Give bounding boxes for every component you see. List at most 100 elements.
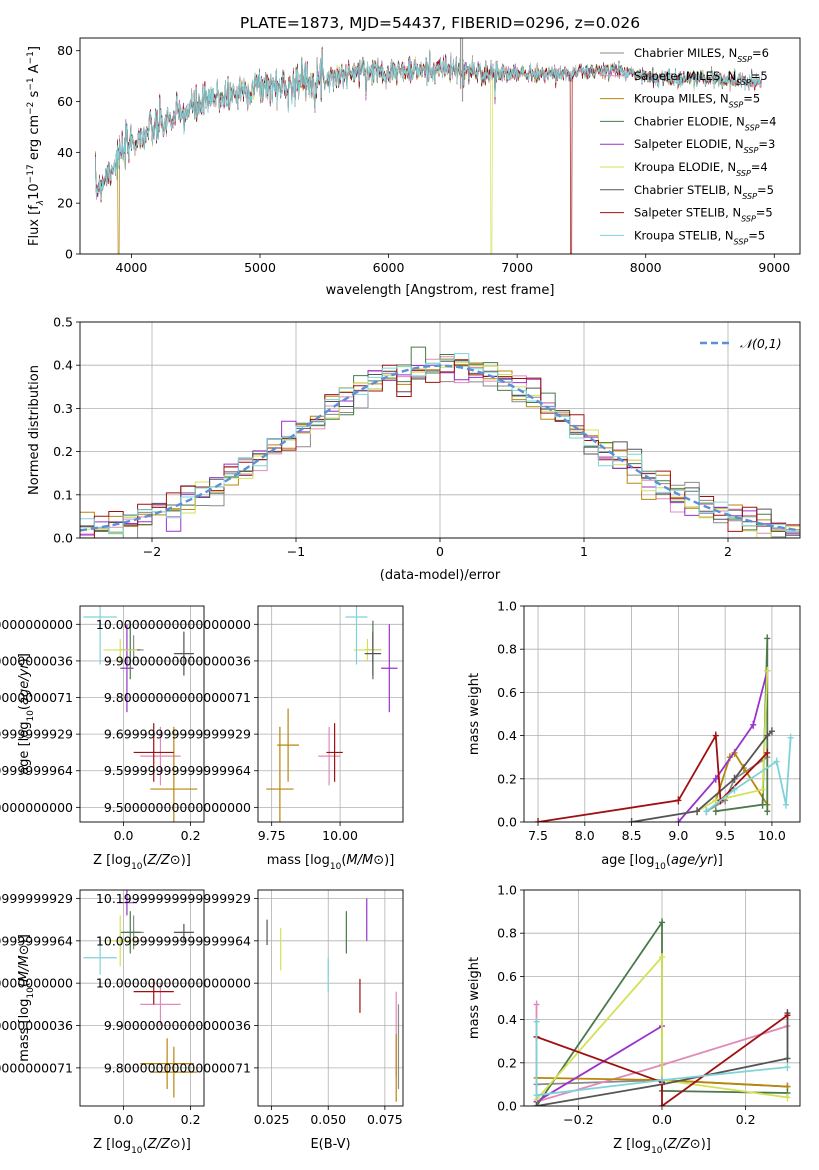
x-axis-label: Z [log10(Z/Z⊙)]	[613, 1137, 711, 1156]
plot-area	[266, 898, 400, 1102]
y-tick-label: 0.4	[497, 728, 517, 743]
x-tick-label: 0.2	[181, 1112, 201, 1127]
chart-age_vs_mass: 9.75 10.00 9.50000000000000000 9.5999999999…	[96, 605, 404, 872]
x-tick-label: 2	[724, 544, 732, 559]
plot-area	[80, 346, 800, 538]
x-tick-label: 9.0	[668, 828, 688, 843]
plot-area	[83, 890, 198, 1098]
x-tick-label: 8.5	[622, 828, 642, 843]
x-tick-label: 1	[580, 544, 588, 559]
x-tick-label: −2	[143, 544, 161, 559]
y-axis-label: mass weight	[467, 957, 482, 1039]
legend-label-6: Chabrier STELIB, NSSP=5	[634, 183, 774, 201]
plot-area	[83, 606, 198, 822]
y-tick-label: 10.00000000000000000	[96, 976, 251, 991]
weight-line-6	[536, 1013, 789, 1106]
figure-title: PLATE=1873, MJD=54437, FIBERID=0296, z=0…	[240, 14, 640, 32]
y-tick-label: 9.80000000000000071	[0, 690, 73, 705]
legend-label-8: Kroupa STELIB, NSSP=5	[634, 228, 765, 246]
plot-area	[533, 918, 791, 1106]
y-tick-label: 9.90000000000000036	[0, 1018, 73, 1033]
y-tick-label: 9.90000000000000036	[104, 1018, 251, 1033]
x-tick-label: 6000	[373, 260, 405, 275]
x-tick-label: 0.0	[114, 1112, 134, 1127]
legend-label-7: Salpeter STELIB, NSSP=5	[634, 206, 773, 224]
y-tick-label: 0.8	[497, 926, 517, 941]
y-axis-label: mass [log10(M/M⊙)]	[17, 934, 36, 1062]
y-tick-label: 1.0	[497, 883, 517, 898]
x-axis-label: mass [log10(M/M⊙)]	[267, 853, 395, 872]
y-tick-label: 0.2	[497, 771, 517, 786]
y-tick-label: 10.00000000000000000	[96, 617, 251, 632]
normal-reference-curve	[80, 364, 800, 532]
x-tick-label: 5000	[244, 260, 276, 275]
y-tick-label: 10.19999999999999929	[0, 891, 73, 906]
axes-frame	[79, 605, 205, 823]
x-axis-label: Z [log10(Z/Z⊙)]	[93, 853, 191, 872]
x-tick-label: 9.5	[715, 828, 735, 843]
y-tick-label: 9.69999999999999929	[104, 727, 251, 742]
y-tick-label: 60	[57, 94, 73, 109]
x-tick-label: 9.75	[258, 828, 286, 843]
axes-frame	[523, 889, 801, 1107]
x-tick-label: −0.2	[563, 1112, 593, 1127]
y-tick-label: 9.69999999999999929	[0, 727, 73, 742]
weight-line-4	[536, 1025, 663, 1103]
y-tick-label: 0	[65, 247, 73, 262]
y-tick-label: 0.5	[53, 315, 73, 330]
y-tick-label: 9.59999999999999964	[0, 763, 73, 778]
axes-frame	[257, 889, 404, 1107]
histogram-7	[80, 359, 800, 538]
y-tick-label: 0.2	[53, 444, 73, 459]
y-tick-label: 9.80000000000000071	[104, 690, 251, 705]
y-axis-label: mass weight	[467, 673, 482, 755]
histogram-8	[80, 353, 800, 535]
chart-residuals: −2 −1 0 1 2 0.0 0.1 0.2 0.3 0.4 0.5 𝒩(0,1) (data-mod…	[27, 315, 801, 583]
x-tick-label: 0.0	[652, 1112, 672, 1127]
legend-label-2: Kroupa MILES, NSSP=5	[634, 92, 760, 110]
x-axis-label: age [log10(age/yr)]	[601, 853, 723, 872]
y-tick-label: 0.8	[497, 642, 517, 657]
legend-label-0: Chabrier MILES, NSSP=6	[634, 46, 769, 64]
y-axis-label: age [log10(age/yr)]	[17, 653, 36, 775]
chart-weight_vs_Z: −0.2 0.0 0.2 0.0 0.2 0.4 0.6 0.8 1.0 Z [log10(Z/Z…	[467, 883, 801, 1156]
weight-line-4	[677, 670, 769, 822]
y-tick-label: 10.00000000000000000	[0, 976, 73, 991]
x-tick-label: 0.025	[254, 1112, 290, 1127]
y-tick-label: 0.4	[53, 358, 73, 373]
chart-spectrum: 4000 5000 6000 7000 8000 9000 0 20 40 60 80 wavelen…	[26, 37, 801, 298]
x-tick-label: −1	[287, 544, 305, 559]
y-tick-label: 0.6	[497, 685, 517, 700]
weight-line-5	[696, 670, 769, 812]
y-tick-label: 9.50000000000000000	[104, 800, 251, 815]
y-tick-label: 10.09999999999999964	[96, 933, 251, 948]
plot-area	[535, 634, 794, 822]
legend-label-1: Salpeter MILES, NSSP=5	[634, 69, 768, 87]
x-tick-label: 7.5	[528, 828, 548, 843]
x-tick-label: 10.00	[322, 828, 358, 843]
legend-label-3: Chabrier ELODIE, NSSP=4	[634, 114, 776, 131]
y-tick-label: 80	[57, 43, 73, 58]
x-tick-label: 8.0	[575, 828, 595, 843]
weight-line-5	[535, 954, 788, 1101]
chart-mass_vs_Z: 0.0 0.2 9.80000000000000071 9.9000000000000…	[0, 889, 205, 1156]
x-tick-label: 10.0	[758, 828, 786, 843]
y-tick-label: 20	[57, 196, 73, 211]
legend: Chabrier MILES, NSSP=6 Salpeter MILES, NS…	[600, 46, 776, 246]
x-tick-label: 0.0	[114, 828, 134, 843]
x-tick-label: 0.075	[367, 1112, 403, 1127]
y-tick-label: 10.09999999999999964	[0, 933, 73, 948]
axes-frame	[79, 321, 801, 539]
plot-area	[266, 606, 398, 822]
y-tick-label: 9.80000000000000071	[0, 1060, 73, 1075]
x-tick-label: 8000	[630, 260, 662, 275]
y-tick-label: 0.0	[53, 531, 73, 546]
y-tick-label: 0.1	[53, 487, 73, 502]
legend-normal-label: 𝒩(0,1)	[740, 336, 782, 351]
y-tick-label: 10.00000000000000000	[0, 617, 73, 632]
y-tick-label: 0.2	[497, 1055, 517, 1070]
chart-weight_vs_age: 7.5 8.0 8.5 9.0 9.5 10.0 0.0 0.2 0.4 0.6 0.8 1.0 age…	[467, 599, 801, 872]
axes-frame	[523, 605, 801, 823]
y-tick-label: 9.90000000000000036	[104, 653, 251, 668]
x-tick-label: 0.050	[310, 1112, 346, 1127]
